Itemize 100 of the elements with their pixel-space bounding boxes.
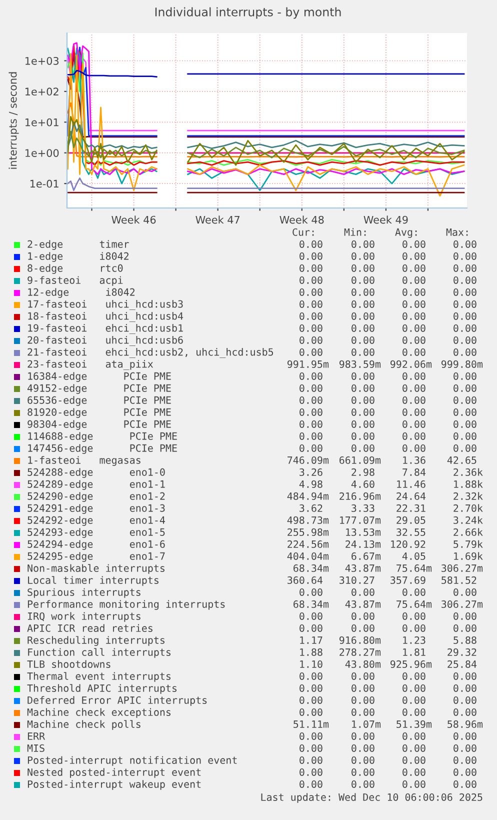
legend-label: IRQ work interrupts <box>28 612 140 622</box>
text: 1.10 43.80m 925.96m 25.84 <box>300 660 477 668</box>
x-tick-label: Week 46 <box>112 216 156 224</box>
chart-title: Individual interrupts - by month <box>155 7 341 19</box>
legend-label: Spurious interrupts <box>28 588 140 598</box>
text: 0.00 0.00 0.00 0.00 <box>300 696 476 704</box>
legend-label: Non-maskable interrupts <box>28 564 164 574</box>
legend-label: APIC ICR read retries <box>27 624 152 632</box>
legend-label: 1-fasteoi megasas <box>28 456 140 466</box>
legend-label: Local timer interrupts <box>28 576 158 586</box>
x-tick-label: Week 47 <box>196 216 240 224</box>
text: 3.26 2.98 7.84 2.36k <box>300 468 483 476</box>
legend-label: 524294-edge eno1-6 <box>28 540 165 550</box>
legend-label: 23-fasteoi ata_piix <box>28 360 154 370</box>
legend-label: 18-fasteoi uhci_hcd:usb4 <box>28 312 184 322</box>
text: 0.00 0.00 0.00 0.00 <box>300 408 476 416</box>
text: 0.00 0.00 0.00 0.00 <box>300 420 476 428</box>
legend-label: 81920-edge PCIe PME <box>28 408 171 418</box>
text: 0.00 0.00 0.00 0.00 <box>300 324 476 332</box>
text: 0.00 0.00 0.00 0.00 <box>300 276 476 284</box>
legend-label: Posted-interrupt wakeup event <box>28 780 201 790</box>
text: 0.00 0.00 0.00 0.00 <box>300 744 476 752</box>
legend-label: 16384-edge PCIe PME <box>28 372 171 382</box>
legend-label: MIS <box>27 744 44 752</box>
text: 0.00 0.00 0.00 0.00 <box>300 372 476 380</box>
text: 0.00 0.00 0.00 0.00 <box>300 396 476 404</box>
text: 0.00 0.00 0.00 0.00 <box>300 756 476 764</box>
legend-label: 17-fasteoi uhci_hcd:usb3 <box>28 300 183 310</box>
text: 68.34m 43.87m 75.64m 306.27m <box>294 564 483 572</box>
text: 0.00 0.00 0.00 0.00 <box>300 444 476 452</box>
legend-label: Machine check exceptions <box>27 708 170 718</box>
y-tick-label: 1e+02 <box>25 88 58 96</box>
text: 0.00 0.00 0.00 0.00 <box>300 684 476 692</box>
text: 0.00 0.00 0.00 0.00 <box>300 612 476 620</box>
text: 68.34m 43.87m 75.64m 306.27m <box>294 600 483 608</box>
legend-label: Performance monitoring interrupts <box>28 600 225 610</box>
legend-label: Thermal event interrupts <box>27 672 170 682</box>
legend-label: Rescheduling interrupts <box>28 636 164 646</box>
legend-label: ERR <box>28 732 46 740</box>
text: 1.17 916.80m 1.23 5.88 <box>300 636 476 644</box>
legend-label: 524292-edge eno1-4 <box>28 516 165 526</box>
legend-label: 524288-edge eno1-0 <box>28 468 165 478</box>
text: 3.62 3.33 22.31 2.70k <box>300 504 483 512</box>
legend-label: 21-fasteoi ehci_hcd:usb2, uhci_hcd:usb5 <box>28 348 274 358</box>
text: 0.00 0.00 0.00 0.00 <box>300 624 476 632</box>
text: 1.88 278.27m 1.81 29.32 <box>300 648 476 656</box>
legend-label: 49152-edge PCIe PME <box>28 384 171 394</box>
text: 224.56m 24.13m 120.92 5.79k <box>288 540 483 548</box>
text: 255.98m 13.53m 32.55 2.66k <box>288 528 483 536</box>
text: 746.09m 661.09m 1.36 42.65 <box>288 456 476 464</box>
legend-label: 524290-edge eno1-2 <box>28 492 165 502</box>
text: 51.11m 1.07m 51.39m 58.96m <box>294 720 483 728</box>
legend-label: 8-edge rtc0 <box>28 264 123 274</box>
legend-label: 12-edge i8042 <box>28 288 135 298</box>
text: 360.64 310.27 357.69 581.52 <box>288 576 476 584</box>
legend-label: 147456-edge PCIe PME <box>28 444 177 454</box>
text: 0.00 0.00 0.00 0.00 <box>300 732 476 740</box>
y-axis-title: interrupts / second <box>8 72 19 169</box>
text: Last update: Wed Dec 10 06:00:06 2025 <box>261 793 482 803</box>
legend-label: Machine check polls <box>27 720 140 730</box>
y-tick-label: 1e+01 <box>25 118 58 126</box>
legend-label: Function call interrupts <box>28 648 170 658</box>
text: Cur: Min: Avg: Max: <box>292 228 468 238</box>
legend-label: Nested posted-interrupt event <box>28 768 201 778</box>
text: 4.98 4.60 11.46 1.88k <box>299 480 483 488</box>
legend-label: 524295-edge eno1-7 <box>28 552 165 562</box>
legend-label: 20-fasteoi uhci_hcd:usb6 <box>28 336 183 346</box>
text: 0.00 0.00 0.00 0.00 <box>300 252 476 260</box>
legend-label: 2-edge timer <box>28 240 129 250</box>
x-tick-label: Week 48 <box>280 216 324 224</box>
y-tick-label: 1e-01 <box>30 180 58 188</box>
legend-label: 114688-edge PCIe PME <box>28 432 177 442</box>
text: 0.00 0.00 0.00 0.00 <box>300 432 476 440</box>
text: 0.00 0.00 0.00 0.00 <box>300 768 476 776</box>
text: 0.00 0.00 0.00 0.00 <box>300 780 476 788</box>
text: 0.00 0.00 0.00 0.00 <box>300 264 476 272</box>
text: 0.00 0.00 0.00 0.00 <box>300 588 476 596</box>
x-tick-label: Week 49 <box>364 216 408 224</box>
text: 0.00 0.00 0.00 0.00 <box>300 708 476 716</box>
y-tick-label: 1e+00 <box>25 149 59 157</box>
legend-label: 524289-edge eno1-1 <box>28 480 165 490</box>
legend-label: 524291-edge eno1-3 <box>28 504 165 514</box>
text: 498.73m 177.07m 29.05 3.24k <box>287 516 483 524</box>
legend-label: 65536-edge PCIe PME <box>28 396 171 406</box>
legend-label: 19-fasteoi ehci_hcd:usb1 <box>28 324 183 334</box>
text: 0.00 0.00 0.00 0.00 <box>300 240 476 248</box>
text: 404.04m 6.67m 4.05 1.69k <box>287 552 483 560</box>
legend-label: 98304-edge PCIe PME <box>28 420 171 430</box>
legend-label: 1-edge i8042 <box>28 252 128 262</box>
legend-label: Posted-interrupt notification event <box>28 756 237 766</box>
text: 0.00 0.00 0.00 0.00 <box>300 288 476 296</box>
text: 0.00 0.00 0.00 0.00 <box>300 672 476 680</box>
text: 0.00 0.00 0.00 0.00 <box>300 300 476 308</box>
text: 991.95m 983.59m 992.06m 999.80m <box>287 360 483 368</box>
legend-label: 9-fasteoi acpi <box>28 276 123 286</box>
legend-label: Deferred Error APIC interrupts <box>28 696 207 706</box>
legend-label: TLB shootdowns <box>27 660 110 668</box>
legend-label: 524293-edge eno1-5 <box>28 528 165 538</box>
legend-label: Threshold APIC interrupts <box>27 684 177 694</box>
text: 0.00 0.00 0.00 0.00 <box>300 384 476 392</box>
